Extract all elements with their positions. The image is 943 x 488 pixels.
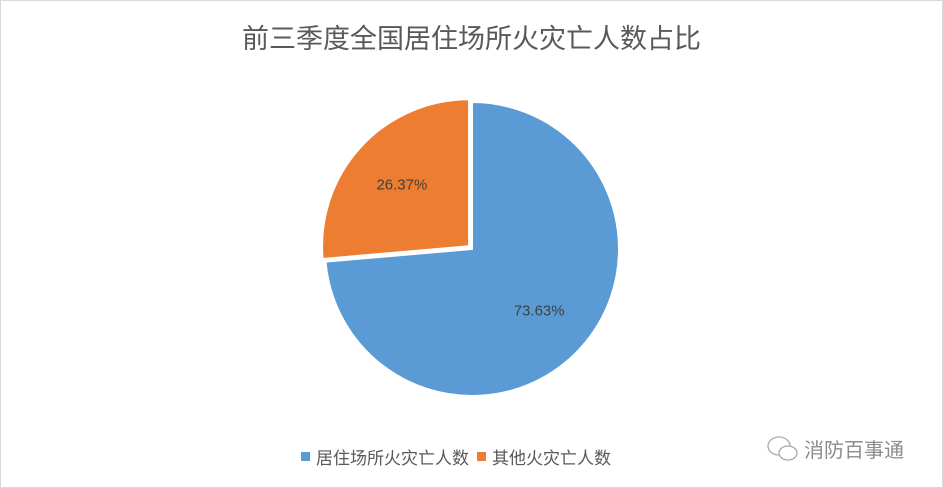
legend-label: 居住场所火灾亡人数 <box>316 449 469 469</box>
data-label: 73.63% <box>514 303 565 320</box>
chart-title: 前三季度全国居住场所火灾亡人数占比 <box>242 24 701 55</box>
wechat-icon <box>767 435 798 461</box>
watermark-text: 消防百事通 <box>804 438 904 462</box>
legend-swatch <box>301 452 310 461</box>
legend-item: 居住场所火灾亡人数 <box>301 444 469 469</box>
legend: 居住场所火灾亡人数 其他火灾亡人数 <box>301 444 619 469</box>
legend-swatch <box>477 452 486 461</box>
pie-slice <box>321 98 471 261</box>
data-label: 26.37% <box>376 177 427 194</box>
pie-slice <box>324 100 620 397</box>
legend-item: 其他火灾亡人数 <box>477 444 611 469</box>
legend-label: 其他火灾亡人数 <box>492 449 611 469</box>
watermark: 消防百事通 <box>766 434 904 463</box>
